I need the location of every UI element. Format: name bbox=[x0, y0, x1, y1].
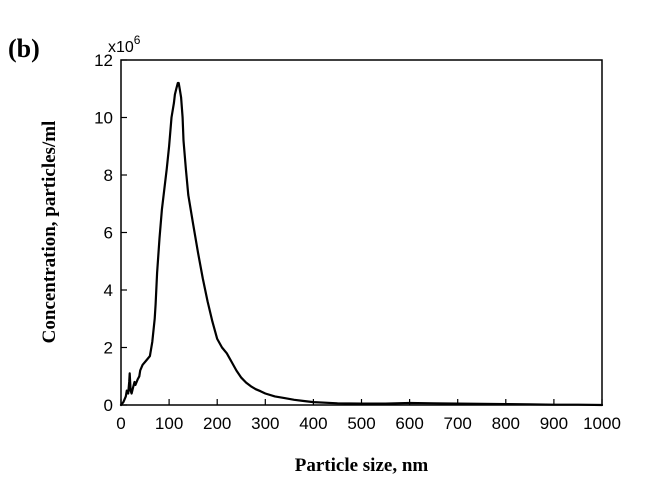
x-tick-label: 200 bbox=[203, 414, 231, 433]
series-line bbox=[119, 81, 604, 407]
plot-frame bbox=[120, 59, 603, 406]
x-tick-label: 100 bbox=[155, 414, 183, 433]
x-axis-label: Particle size, nm bbox=[295, 455, 429, 476]
x-tick-label: 0 bbox=[116, 414, 125, 433]
x-tick-label: 400 bbox=[299, 414, 327, 433]
series-layer bbox=[119, 81, 604, 407]
x-tick-label: 1000 bbox=[583, 414, 621, 433]
panel-label: (b) bbox=[8, 34, 40, 63]
y-multiplier: x106 bbox=[108, 33, 141, 56]
x-tick-label: 900 bbox=[540, 414, 568, 433]
y-tick-label: 12 bbox=[94, 51, 113, 70]
x-tick-label: 600 bbox=[395, 414, 423, 433]
x-tick-label: 700 bbox=[444, 414, 472, 433]
x-axis: 0 100 200 300 400 500 600 700 800 900 1000 bbox=[116, 399, 621, 433]
y-axis-label: Concentration, particles/ml bbox=[39, 121, 60, 344]
y-multiplier-exponent: 6 bbox=[134, 33, 141, 47]
y-tick-label: 0 bbox=[104, 396, 113, 415]
y-tick-label: 2 bbox=[104, 339, 113, 358]
x-tick-label: 800 bbox=[492, 414, 520, 433]
y-tick-label: 8 bbox=[104, 166, 113, 185]
y-tick-label: 10 bbox=[94, 109, 113, 128]
y-tick-label: 6 bbox=[104, 224, 113, 243]
y-axis: 0 2 4 6 8 10 12 bbox=[94, 51, 127, 415]
x-tick-label: 300 bbox=[251, 414, 279, 433]
x-tick-label: 500 bbox=[347, 414, 375, 433]
y-multiplier-base: x10 bbox=[108, 39, 134, 56]
y-tick-label: 4 bbox=[104, 281, 113, 300]
